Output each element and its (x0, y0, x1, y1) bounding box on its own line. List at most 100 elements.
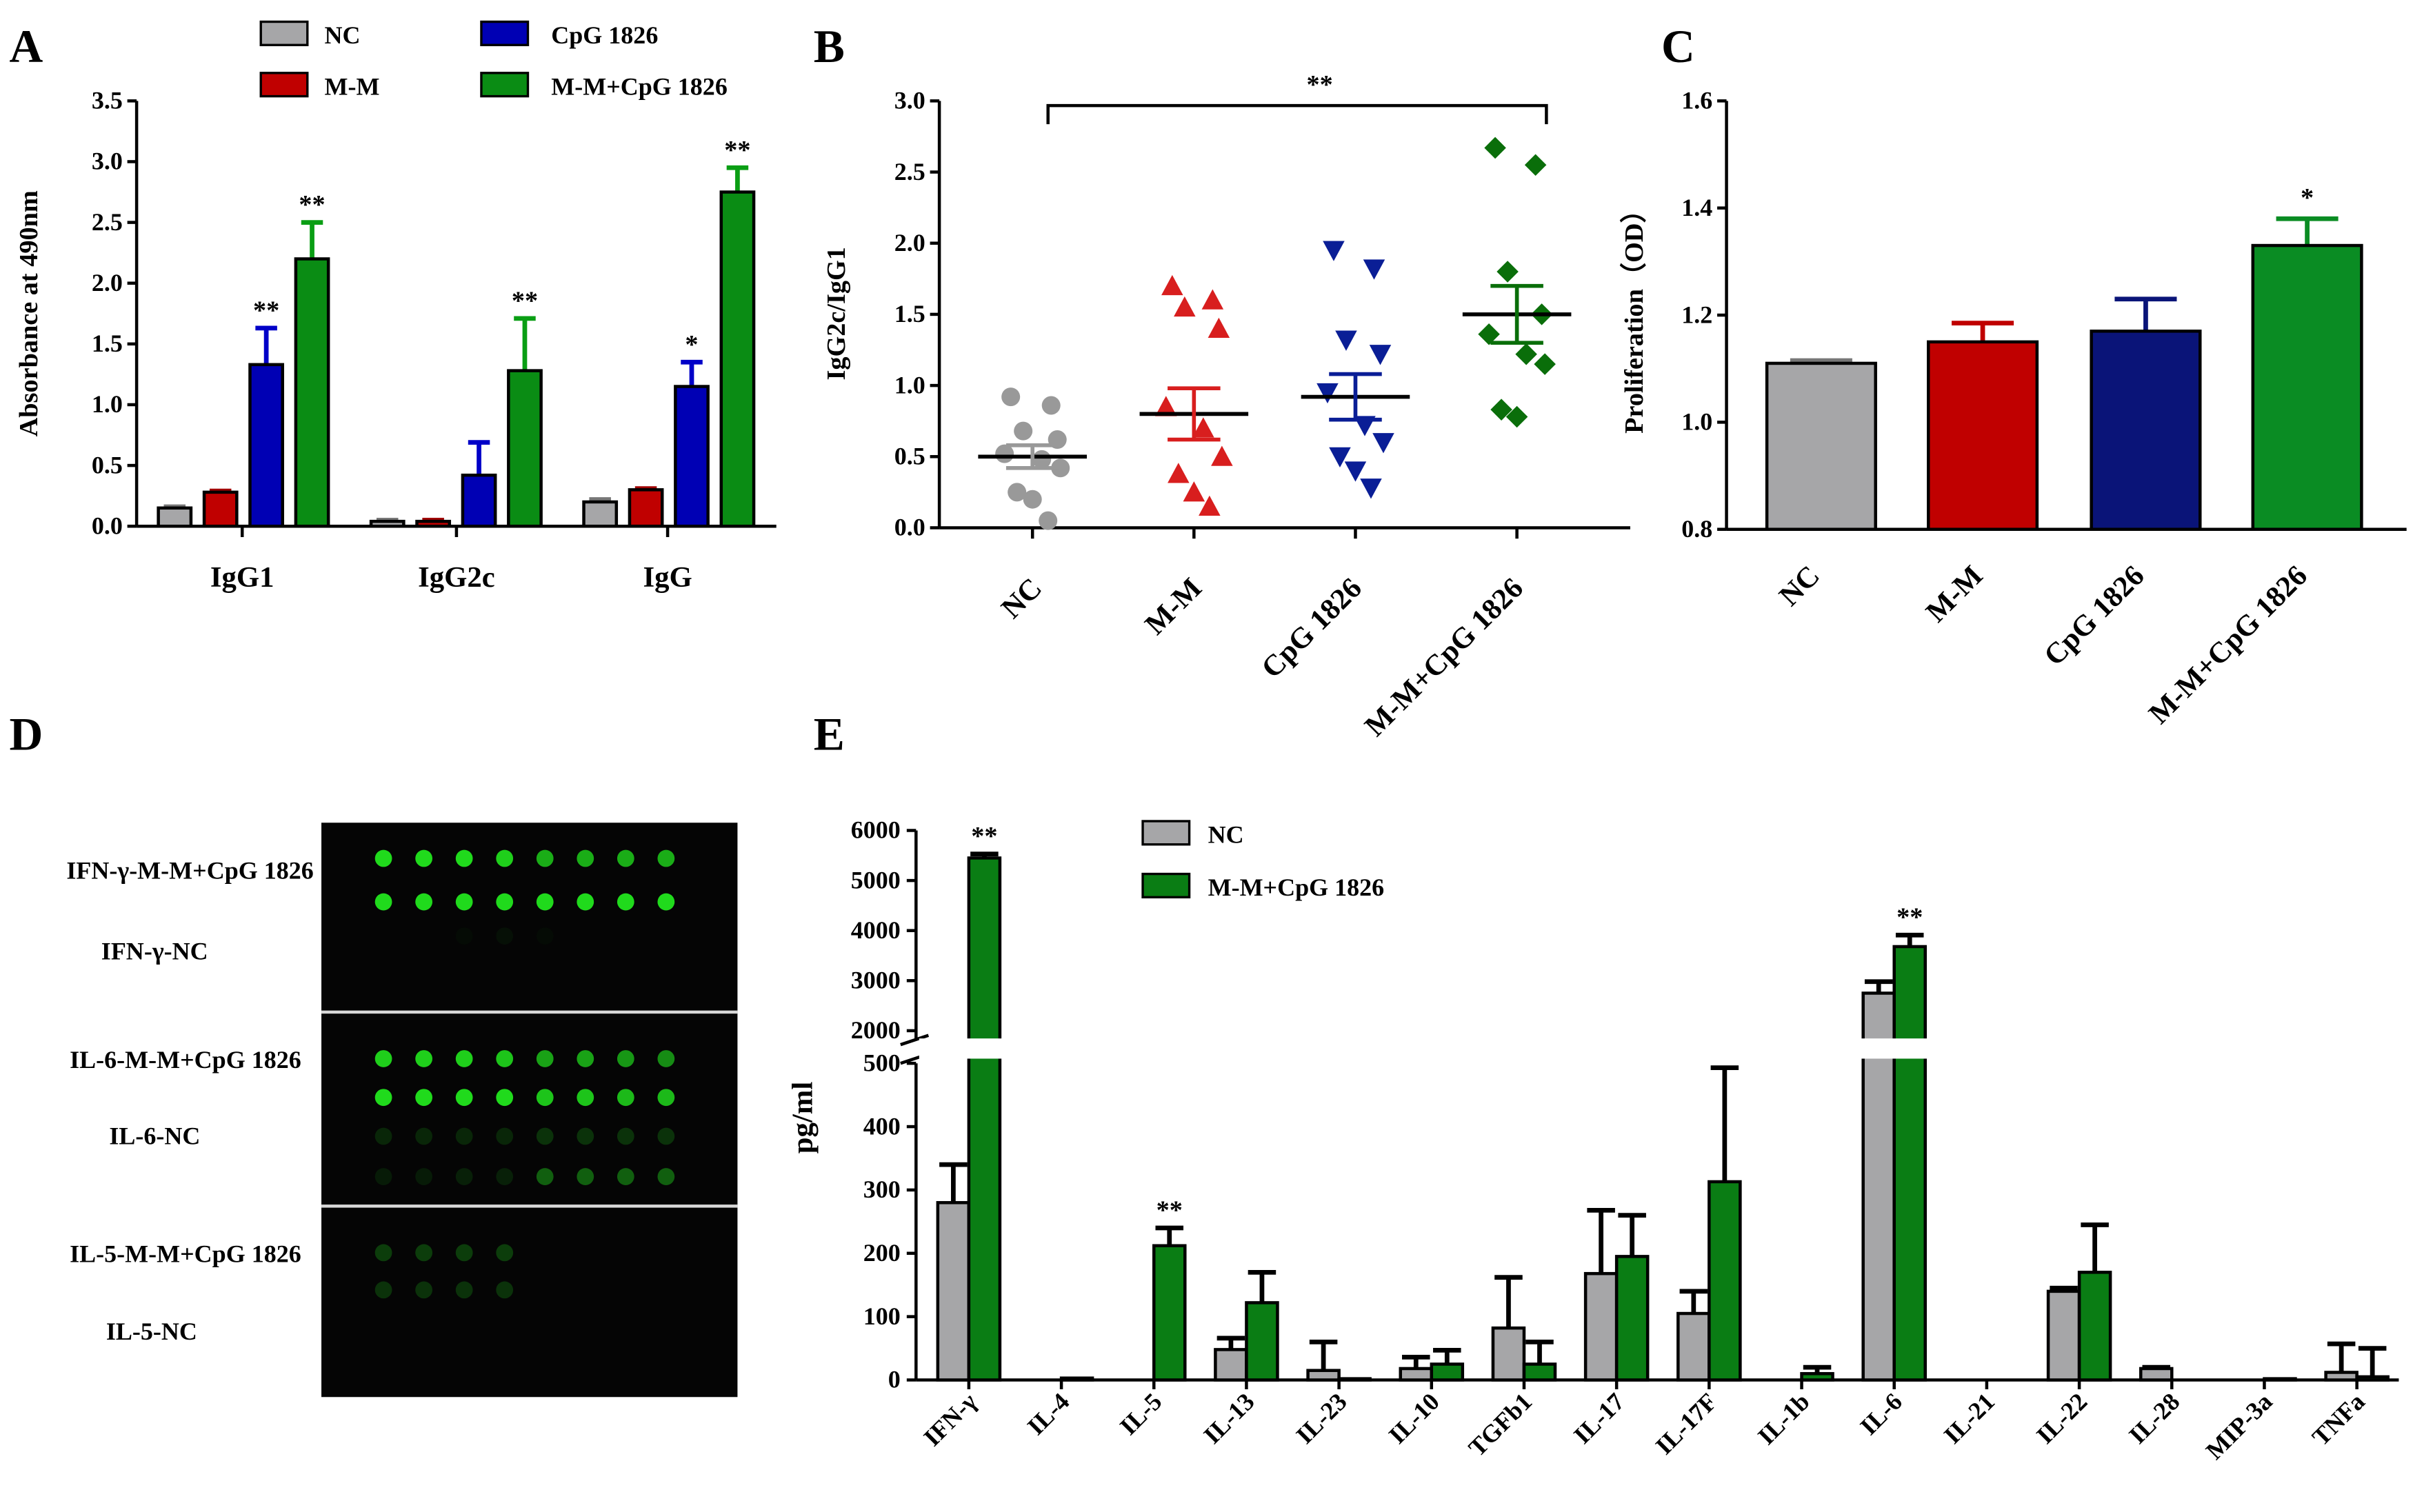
panel-e-ytick-label: 6000 (851, 816, 901, 844)
panel-d-dot (374, 1244, 392, 1262)
panel-a-ytick-label: 1.5 (92, 330, 123, 357)
panel-e-bar-mmcpg (1152, 1244, 1187, 1382)
panel-c-xtick-mm: M-M (1920, 559, 1989, 628)
panel-b: IgG2c/IgG1 0.0 0.5 1.0 1.5 2.0 2.5 3.0 ** NC M… (822, 70, 1630, 743)
panel-d-dot (536, 1089, 554, 1107)
panel-d-dot (577, 1089, 594, 1107)
panel-a-bar-mm (202, 490, 239, 528)
panel-b-point-cpg (1316, 383, 1339, 404)
panel-e-ytick-label: 5000 (851, 866, 901, 894)
panel-d-dot (496, 1050, 514, 1067)
panel-c-ytick-label: 1.6 (1681, 87, 1712, 114)
panel-b-point-cpg (1369, 345, 1392, 365)
panel-d-dot (536, 893, 554, 911)
panel-e-xtick-label: IL-23 (1291, 1388, 1352, 1449)
panel-d-dot (415, 1050, 433, 1067)
panel-b-point-nc (1039, 511, 1058, 530)
panel-a-ytick-label: 2.5 (92, 208, 123, 236)
panel-a-bar-nc (157, 506, 193, 528)
panel-d-dot (577, 893, 594, 911)
panel-e-xtick-label: IL-6 (1854, 1388, 1907, 1440)
panel-e-bar-nc (1491, 1326, 1526, 1382)
panel-a-ylabel: Absorbance at 490nm (14, 190, 43, 436)
panel-e-ytick-label: 4000 (851, 916, 901, 944)
panel-e-bar-mmcpg (2077, 1271, 2112, 1382)
panel-c-xtick-cpg: CpG 1826 (2038, 559, 2150, 672)
panel-d-array-image (321, 823, 738, 1398)
panel-b-point-mm (1199, 495, 1221, 516)
panel-e-ytick-label: 400 (863, 1112, 901, 1140)
panel-e-ytick-label: 200 (863, 1239, 901, 1267)
panel-d: IFN-γ-M-M+CpG 1826 IFN-γ-NC IL-6-M-M+CpG… (66, 823, 738, 1398)
panel-b-point-mmcpg (1496, 261, 1519, 283)
panel-d-dot (617, 893, 634, 911)
panel-b-point-nc (1041, 396, 1061, 415)
panel-b-xticks: NC M-M CpG 1826 M-M+CpG 1826 (995, 572, 1530, 743)
panel-d-dot (415, 849, 433, 867)
panel-b-point-cpg (1372, 433, 1394, 454)
panel-b-ytick-label: 2.0 (894, 229, 925, 256)
panel-d-dot (617, 1050, 634, 1067)
panel-e-bar-mmcpg (2263, 1377, 2297, 1382)
panel-b-point-nc (1008, 483, 1027, 502)
panel-e-bar-mmcpg (1337, 1377, 1372, 1382)
panel-d-dot (496, 1168, 514, 1185)
panel-d-dot (577, 1050, 594, 1067)
panel-a-xtick-igg1: IgG1 (210, 561, 274, 594)
panel-c-xticks: NC M-M CpG 1826 M-M+CpG 1826 (1773, 559, 2314, 730)
panel-a-ytick-label: 2.0 (92, 269, 123, 296)
panel-d-dot (657, 893, 675, 911)
panel-d-dot (415, 1089, 433, 1107)
panel-b-ylabel: IgG2c/IgG1 (822, 247, 851, 380)
panel-e-ytick-label: 2000 (851, 1016, 901, 1044)
panel-d-separator-2 (321, 1204, 738, 1208)
panel-a-xtick-igg2c: IgG2c (418, 561, 495, 594)
panel-c-ytick-label: 1.2 (1681, 301, 1712, 328)
panel-a-ytick-label: 1.0 (92, 390, 123, 418)
panel-d-dot (415, 1168, 433, 1185)
panel-e-bar-mmcpg (1708, 1180, 1742, 1382)
panel-a-bar-nc (582, 500, 619, 528)
panel-d-dot (374, 1127, 392, 1145)
panel-d-dot (496, 893, 514, 911)
panel-b-ytick-label: 3.0 (894, 87, 925, 114)
panel-d-dot (415, 1127, 433, 1145)
panel-letter-a: A (10, 21, 43, 72)
panel-e-xtick-label: IL-10 (1383, 1388, 1445, 1449)
panel-b-point-nc (1014, 421, 1033, 441)
panel-e-xtick-label: TGFb1 (1463, 1388, 1538, 1462)
panel-b-xtick-cpg: CpG 1826 (1255, 572, 1368, 684)
panel-b-comparison: ** (1046, 70, 1548, 125)
panel-letter-b: B (814, 21, 845, 72)
panel-e-xtick-label: IL-17F (1650, 1388, 1723, 1460)
panel-e-bar-mmcpg (1245, 1301, 1279, 1382)
panel-d-dot (496, 1089, 514, 1107)
panel-e-bar-mmcpg (1892, 945, 1927, 1382)
panel-a-bar-cpg (461, 473, 497, 528)
legend-label-nc: NC (325, 21, 361, 49)
panel-d-separator-1 (321, 1010, 738, 1014)
panel-e-xtick-label: IL-22 (2031, 1388, 2092, 1449)
panel-b-point-nc (1051, 458, 1070, 478)
panel-b-point-mmcpg (1534, 353, 1556, 375)
panel-e-xtick-label: IL-17 (1568, 1388, 1630, 1449)
panel-d-label-ifn-nc: IFN-γ-NC (101, 937, 208, 965)
panel-e-xtick-label: IFN-γ (918, 1388, 982, 1452)
panel-e-bar-mmcpg (1430, 1362, 1465, 1382)
panel-a-xticks: IgG1 IgG2c IgG (210, 561, 692, 594)
panel-e-bar-mmcpg (1059, 1376, 1094, 1382)
panel-b-point-cpg (1360, 478, 1382, 499)
panel-e-axis-break-gap (919, 1038, 2410, 1059)
panel-d-dot (455, 849, 473, 867)
panel-e-sig-label: ** (971, 822, 997, 851)
panel-b-point-mm (1183, 481, 1205, 502)
panel-letter-c: C (1661, 21, 1695, 72)
panel-b-points (978, 137, 1572, 530)
panel-d-dot (455, 1127, 473, 1145)
panel-d-dot (537, 927, 554, 945)
panel-d-dot (374, 893, 392, 911)
panel-e-xtick-label: IL-28 (2123, 1388, 2185, 1449)
panel-b-point-cpg (1335, 330, 1357, 351)
panel-b-point-mm (1161, 274, 1183, 296)
